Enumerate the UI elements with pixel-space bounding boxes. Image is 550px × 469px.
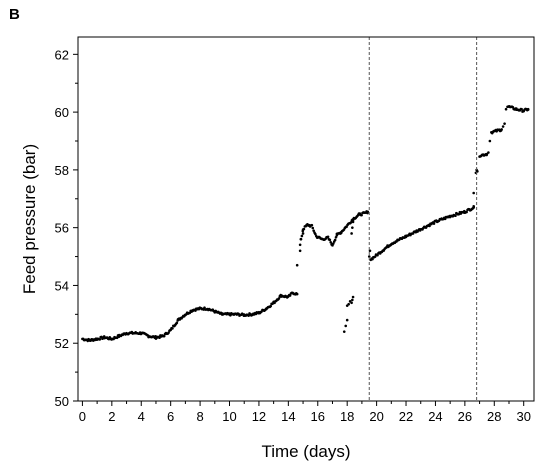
data-point — [314, 232, 317, 236]
x-tick-label: 8 — [196, 409, 203, 424]
data-point — [171, 327, 174, 330]
x-tick-label: 4 — [138, 409, 145, 424]
data-point — [373, 255, 377, 258]
data-point — [351, 298, 354, 302]
data-point — [332, 242, 335, 245]
data-point — [295, 263, 299, 267]
reference-lines — [368, 37, 478, 401]
x-tick-label: 16 — [311, 409, 325, 424]
data-point — [344, 324, 348, 328]
plot-frame — [77, 36, 535, 402]
data-point — [310, 223, 314, 227]
data-point — [428, 224, 431, 228]
data-point — [454, 214, 457, 217]
y-axis-ticks: 50 52 54 56 58 60 62 — [55, 47, 78, 409]
y-tick-label: 50 — [55, 394, 69, 409]
data-points — [81, 105, 530, 343]
x-tick-label: 26 — [458, 409, 472, 424]
data-point — [432, 222, 436, 225]
data-point — [98, 338, 102, 341]
data-point — [329, 240, 333, 244]
data-point — [269, 304, 273, 308]
x-tick-label: 2 — [108, 409, 115, 424]
data-point — [301, 232, 305, 235]
y-tick-label: 62 — [55, 47, 69, 62]
data-point — [175, 321, 179, 325]
data-point — [371, 257, 374, 261]
y-tick-label: 60 — [55, 105, 69, 120]
data-point — [360, 213, 363, 217]
x-tick-label: 22 — [399, 409, 413, 424]
x-tick-label: 10 — [222, 409, 236, 424]
y-tick-label: 52 — [55, 336, 69, 351]
data-point — [312, 229, 315, 232]
data-point — [277, 297, 281, 300]
data-point — [351, 220, 355, 224]
data-point — [501, 125, 505, 128]
y-axis-label: Feed pressure (bar) — [20, 144, 39, 294]
data-point — [465, 210, 468, 214]
y-tick-label: 54 — [55, 278, 69, 293]
data-point — [334, 235, 338, 239]
y-tick-label: 58 — [55, 163, 69, 178]
x-tick-label: 18 — [340, 409, 354, 424]
data-point — [366, 210, 370, 214]
data-point — [328, 238, 332, 242]
data-point — [487, 151, 490, 154]
data-point — [350, 301, 353, 305]
x-tick-label: 20 — [369, 409, 383, 424]
x-tick-label: 30 — [516, 409, 530, 424]
data-point — [298, 243, 302, 247]
data-point — [476, 170, 479, 173]
data-point — [326, 235, 330, 239]
x-axis-label: Time (days) — [261, 442, 350, 461]
data-point — [367, 255, 371, 258]
data-point — [472, 206, 475, 209]
x-tick-label: 6 — [167, 409, 174, 424]
data-point — [298, 249, 302, 253]
x-tick-label: 12 — [252, 409, 266, 424]
data-point — [333, 238, 337, 242]
panel-label: B — [9, 6, 20, 23]
data-point — [299, 237, 303, 241]
data-point — [503, 122, 506, 125]
data-point — [288, 294, 292, 297]
data-point — [526, 107, 530, 111]
data-point — [472, 191, 475, 195]
data-point — [504, 107, 508, 111]
data-point — [295, 292, 299, 296]
data-point — [376, 253, 379, 257]
data-point — [349, 221, 353, 224]
data-point — [311, 226, 315, 230]
data-point — [345, 318, 349, 322]
data-point — [347, 302, 350, 306]
x-tick-label: 28 — [487, 409, 501, 424]
data-point — [520, 107, 523, 111]
data-point — [342, 330, 346, 333]
data-point — [500, 128, 503, 131]
data-point — [300, 234, 304, 238]
data-point — [488, 139, 492, 143]
data-point — [351, 226, 354, 229]
x-axis-ticks: 0 2 4 6 8 10 12 14 16 18 20 22 24 26 28 30 — [79, 401, 531, 424]
data-point — [350, 232, 353, 235]
x-tick-label: 24 — [428, 409, 442, 424]
data-point — [162, 334, 166, 338]
data-point — [167, 331, 170, 334]
x-tick-label: 0 — [79, 409, 86, 424]
data-point — [351, 295, 355, 299]
y-tick-label: 56 — [55, 221, 69, 236]
data-point — [368, 249, 372, 253]
x-tick-label: 14 — [281, 409, 295, 424]
data-point — [302, 227, 306, 231]
